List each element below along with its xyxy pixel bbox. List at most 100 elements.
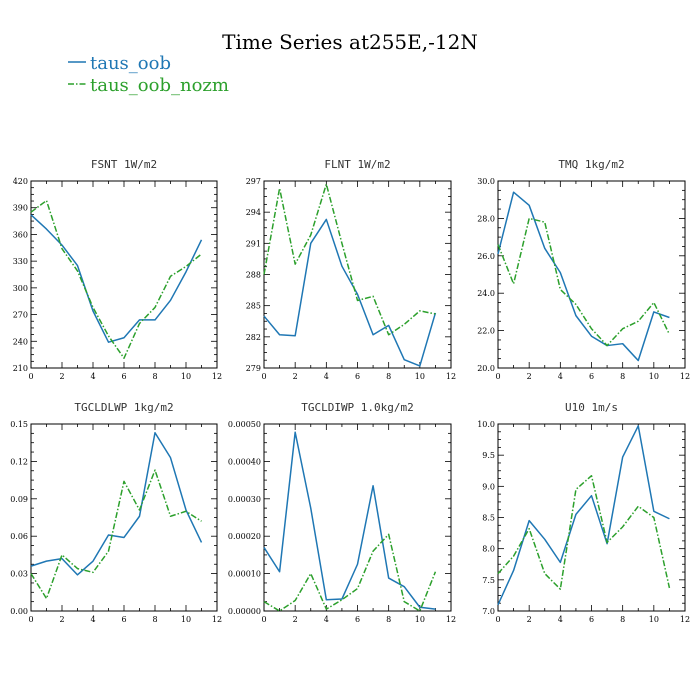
- x-tick-label: 10: [415, 615, 425, 624]
- y-tick-label: 7.5: [482, 576, 495, 585]
- y-tick-label: 285: [246, 302, 261, 311]
- y-tick-label: 282: [246, 333, 261, 342]
- series-line-taus-oob-nozm: [263, 533, 437, 612]
- x-tick-label: 8: [620, 372, 625, 381]
- x-tick-label: 4: [324, 615, 329, 624]
- y-tick-label: 420: [13, 177, 28, 186]
- panel-2: FLNT 1W/m2 0 2 4 6 8 10 12 279 282 285 288 291 294 297: [246, 158, 456, 381]
- y-tick-label: 330: [13, 257, 28, 266]
- x-tick-label: 2: [527, 372, 532, 381]
- y-tick-label: 7.0: [482, 607, 495, 616]
- y-tick-label: 0.00000: [228, 607, 261, 616]
- y-tick-label: 0.00: [10, 607, 28, 616]
- panel-1: FSNT 1W/m2 0 2 4 6 8 10 12 210 240 270 300 330 360 390…: [13, 158, 222, 381]
- x-tick-label: 2: [59, 615, 64, 624]
- x-tick-label: 12: [446, 372, 456, 381]
- x-tick-label: 4: [90, 372, 95, 381]
- series-line-taus-oob: [263, 431, 436, 610]
- y-tick-label: 26.0: [477, 252, 495, 261]
- x-tick-label: 0: [261, 372, 266, 381]
- plot-frame: [497, 180, 686, 369]
- x-tick-label: 12: [212, 615, 222, 624]
- panel-title: FSNT 1W/m2: [91, 158, 157, 171]
- x-tick-label: 2: [293, 615, 298, 624]
- series-line-taus-oob-nozm: [497, 474, 671, 590]
- panel-title: TGCLDIWP 1.0kg/m2: [301, 401, 414, 414]
- x-tick-label: 4: [558, 615, 563, 624]
- y-tick-label: 28.0: [477, 214, 495, 223]
- x-tick-label: 10: [649, 372, 659, 381]
- x-tick-label: 6: [589, 615, 594, 624]
- y-tick-label: 9.0: [482, 482, 495, 491]
- plot-frame: [30, 180, 218, 369]
- y-tick-label: 0.09: [10, 495, 28, 504]
- panel-title: FLNT 1W/m2: [324, 158, 390, 171]
- x-tick-label: 4: [558, 372, 563, 381]
- x-tick-label: 8: [386, 372, 391, 381]
- y-tick-label: 240: [13, 337, 28, 346]
- y-tick-label: 279: [246, 364, 261, 373]
- x-tick-label: 8: [620, 615, 625, 624]
- figure-title: Time Series at255E,-12N: [222, 30, 478, 54]
- x-tick-label: 2: [527, 615, 532, 624]
- series-line-taus-oob-nozm: [30, 469, 202, 600]
- x-tick-label: 8: [152, 615, 157, 624]
- plot-frame: [263, 180, 452, 369]
- y-tick-label: 0.00050: [228, 420, 261, 429]
- x-tick-label: 12: [680, 372, 690, 381]
- y-tick-label: 0.12: [10, 457, 28, 466]
- x-tick-label: 6: [355, 615, 360, 624]
- y-tick-label: 0.00030: [228, 495, 261, 504]
- plot-frame: [497, 423, 686, 612]
- x-tick-label: 10: [181, 615, 191, 624]
- series-line-taus-oob: [30, 431, 203, 576]
- y-tick-label: 0.03: [10, 570, 28, 579]
- y-tick-label: 8.5: [482, 514, 495, 523]
- x-tick-label: 0: [495, 615, 500, 624]
- panel-title: U10 1m/s: [565, 401, 618, 414]
- y-tick-label: 288: [246, 271, 261, 280]
- legend-label-taus-oob: taus_oob: [90, 53, 171, 74]
- series-line-taus-oob: [263, 218, 437, 367]
- y-tick-label: 390: [13, 204, 28, 213]
- y-tick-label: 0.00040: [228, 457, 261, 466]
- x-tick-label: 2: [293, 372, 298, 381]
- y-tick-label: 0.00010: [228, 570, 261, 579]
- legend: taus_oob taus_oob_nozm: [68, 53, 229, 96]
- panel-4: TGCLDLWP 1kg/m2 0 2 4 6 8 10 12 0.00 0.03 0.06 0.09…: [10, 401, 222, 624]
- y-tick-label: 297: [246, 177, 261, 186]
- x-tick-label: 8: [152, 372, 157, 381]
- panel-3: TMQ 1kg/m2 0 2 4 6 8 10 12 20.0 22.0 24.0 26.0 28.0 3…: [477, 158, 690, 381]
- legend-label-taus-oob-nozm: taus_oob_nozm: [90, 75, 229, 96]
- y-tick-label: 0.15: [10, 420, 28, 429]
- x-tick-label: 10: [415, 372, 425, 381]
- panel-6: U10 1m/s 0 2 4 6 8 10 12 7.0 7.5 8.0 8.5 9.0 9.5 10.0: [477, 401, 690, 624]
- y-tick-label: 8.0: [482, 545, 495, 554]
- x-tick-label: 0: [28, 615, 33, 624]
- y-tick-label: 294: [246, 208, 261, 217]
- x-tick-label: 4: [90, 615, 95, 624]
- x-tick-label: 10: [181, 372, 191, 381]
- panels: FSNT 1W/m20 2 4 6 8 10 12210240270300330360390…: [10, 158, 690, 624]
- y-tick-label: 9.5: [482, 451, 495, 460]
- x-tick-label: 6: [121, 372, 126, 381]
- x-tick-label: 6: [355, 372, 360, 381]
- series-line-taus-oob: [497, 425, 670, 606]
- series-line-taus-oob-nozm: [30, 199, 202, 359]
- x-tick-label: 8: [386, 615, 391, 624]
- series-line-taus-oob: [497, 191, 670, 362]
- y-tick-label: 0.06: [10, 532, 28, 541]
- y-tick-label: 291: [246, 239, 261, 248]
- x-tick-label: 6: [589, 372, 594, 381]
- y-tick-label: 0.00020: [228, 532, 261, 541]
- x-tick-label: 2: [59, 372, 64, 381]
- y-tick-label: 300: [13, 284, 28, 293]
- series-line-taus-oob-nozm: [497, 217, 671, 347]
- panel-5: TGCLDIWP 1.0kg/m2 0 2 4 6 8 10 12 0.00000 0.00010…: [228, 401, 456, 624]
- y-tick-label: 210: [13, 364, 28, 373]
- y-tick-label: 24.0: [477, 289, 495, 298]
- y-tick-label: 10.0: [477, 420, 495, 429]
- y-tick-label: 270: [13, 311, 28, 320]
- y-tick-label: 20.0: [477, 364, 495, 373]
